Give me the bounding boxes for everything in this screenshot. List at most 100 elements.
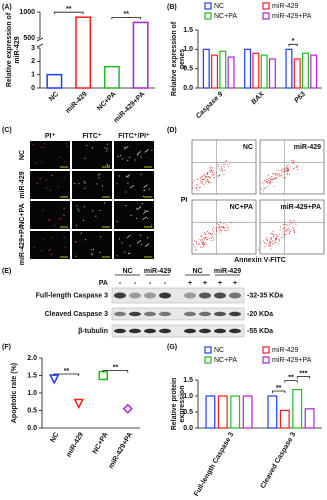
event-dot	[206, 172, 208, 174]
cell-dot	[141, 243, 143, 245]
group-label: NC	[192, 268, 202, 275]
legend-label: miR-429+PA	[272, 357, 312, 364]
event-dot	[269, 183, 271, 185]
y-tick-label: 1.5	[27, 372, 37, 379]
event-dot	[265, 242, 267, 244]
cell-dot	[143, 189, 145, 191]
blot-strip	[111, 324, 245, 338]
event-dot	[286, 233, 288, 235]
event-dot	[266, 180, 268, 182]
x-tick-label: Full-length Caspase 3	[193, 431, 235, 497]
event-dot	[276, 235, 278, 237]
blot-strip	[111, 287, 245, 304]
event-dot	[207, 179, 209, 181]
event-dot	[224, 229, 226, 231]
y-tick-label: 1.5	[183, 27, 193, 34]
event-dot	[192, 182, 194, 184]
arrow	[124, 146, 129, 150]
treatment-sign: +	[233, 280, 237, 287]
dot-marker	[49, 374, 60, 385]
event-dot	[264, 242, 266, 244]
event-dot	[213, 173, 215, 175]
event-dot	[221, 169, 223, 171]
cell-dot	[52, 174, 54, 176]
event-dot	[219, 229, 221, 231]
bar	[293, 58, 301, 89]
event-dot	[200, 246, 202, 248]
event-dot	[284, 223, 286, 225]
event-dot	[196, 240, 198, 242]
event-dot	[280, 171, 282, 173]
y-tick-label: 0	[31, 85, 35, 92]
event-dot	[194, 246, 196, 248]
x-tick-label: Caspase 9	[195, 91, 225, 121]
cell-dot	[77, 208, 79, 210]
event-dot	[208, 232, 210, 234]
cell-dot	[127, 159, 129, 161]
micrograph	[114, 201, 154, 229]
significance-bracket	[111, 17, 142, 20]
event-dot	[292, 220, 294, 222]
event-dot	[275, 237, 277, 239]
y-tick-label: 0.5	[183, 409, 193, 416]
event-dot	[296, 166, 298, 168]
cell-dot	[83, 206, 86, 208]
event-dot	[203, 233, 205, 235]
event-dot	[199, 239, 201, 241]
event-dot	[202, 175, 204, 177]
y-tick-label: 2.0	[27, 355, 37, 362]
band	[229, 328, 241, 334]
cell-dot	[75, 255, 77, 257]
cell-dot	[151, 224, 153, 226]
band	[214, 328, 226, 334]
protein-label: β-tubulin	[78, 328, 108, 335]
event-dot	[229, 163, 231, 165]
event-dot	[284, 177, 286, 179]
band	[144, 311, 156, 317]
cell-dot	[45, 179, 47, 181]
event-dot	[200, 236, 202, 238]
y-tick-label: 1.0	[183, 393, 193, 400]
event-dot	[264, 179, 266, 181]
event-dot	[211, 232, 213, 234]
bar	[244, 48, 252, 89]
cell-dot	[121, 158, 123, 160]
event-dot	[216, 230, 218, 232]
event-dot	[269, 182, 271, 184]
event-dot	[268, 245, 270, 247]
dot-marker	[73, 398, 84, 410]
event-dot	[217, 175, 219, 177]
arrow	[143, 184, 148, 188]
event-dot	[296, 168, 298, 170]
cell-dot	[57, 186, 59, 188]
bar	[267, 395, 278, 429]
arrow	[143, 210, 148, 214]
event-dot	[289, 223, 291, 225]
event-dot	[210, 170, 212, 172]
y-tick-label: 0.5	[183, 66, 193, 73]
cell-dot	[134, 159, 136, 161]
bar	[219, 50, 227, 89]
y-tick-label: 0.0	[27, 425, 37, 432]
event-dot	[204, 232, 206, 234]
event-dot	[213, 227, 215, 229]
bar	[242, 395, 253, 429]
bar	[211, 54, 219, 89]
band	[229, 292, 241, 299]
event-dot	[270, 180, 272, 182]
event-dot	[201, 246, 203, 248]
cell-dot	[43, 147, 45, 149]
event-dot	[205, 182, 207, 184]
cell-dot	[34, 162, 37, 164]
event-dot	[226, 160, 228, 162]
column-header: FITC⁺	[82, 133, 102, 140]
event-dot	[284, 234, 286, 236]
event-dot	[263, 240, 265, 242]
band	[199, 328, 211, 334]
cell-dot	[50, 253, 52, 255]
cell-dot	[99, 209, 101, 212]
event-dot	[278, 175, 280, 177]
event-dot	[200, 239, 202, 241]
event-dot	[269, 239, 271, 241]
band	[129, 311, 141, 317]
